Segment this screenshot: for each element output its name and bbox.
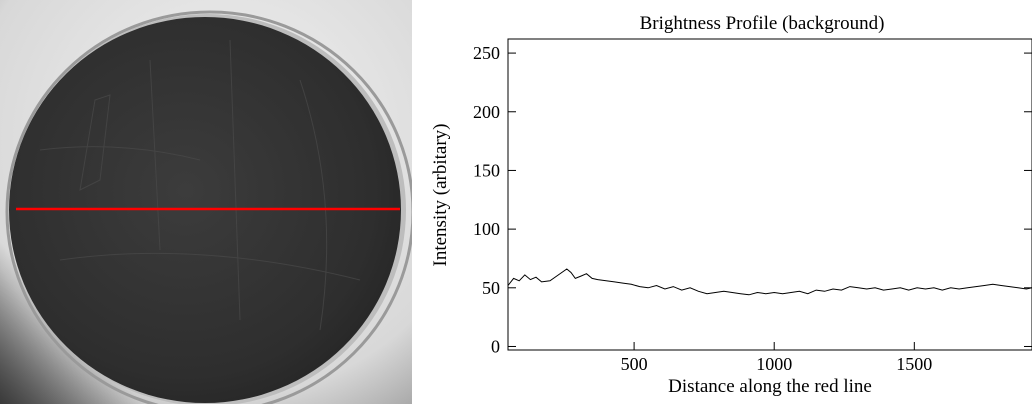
series-line-0 — [507, 268, 1032, 296]
specimen-texture — [39, 39, 361, 331]
x-tick-label: 1500 — [896, 354, 932, 374]
x-tick-label: 500 — [621, 354, 648, 374]
plot-frame — [507, 38, 1032, 351]
y-tick-label: 200 — [473, 102, 500, 122]
y-tick-label: 50 — [482, 278, 500, 298]
specimen-photo-svg — [0, 0, 415, 409]
x-tick-label: 1000 — [756, 354, 792, 374]
x-axis: 500 1000 1500 — [621, 342, 932, 374]
y-tick-label: 100 — [473, 219, 500, 239]
specimen-photo — [0, 0, 415, 409]
y-axis-label: Intensity (arbitary) — [430, 124, 451, 267]
y-tick-label: 250 — [473, 43, 500, 63]
chart-title: Brightness Profile (background) — [640, 13, 885, 34]
chart-svg: Brightness Profile (background) 0 50 100 15… — [430, 13, 1032, 397]
series-layer — [507, 268, 1032, 296]
y-tick-label: 150 — [473, 160, 500, 180]
x-axis-label: Distance along the red line — [668, 376, 872, 397]
y-tick-label: 0 — [491, 336, 500, 356]
brightness-profile-chart: Brightness Profile (background) 0 50 100 15… — [412, 0, 1032, 404]
y-axis: 0 50 100 150 200 250 — [473, 43, 1032, 356]
